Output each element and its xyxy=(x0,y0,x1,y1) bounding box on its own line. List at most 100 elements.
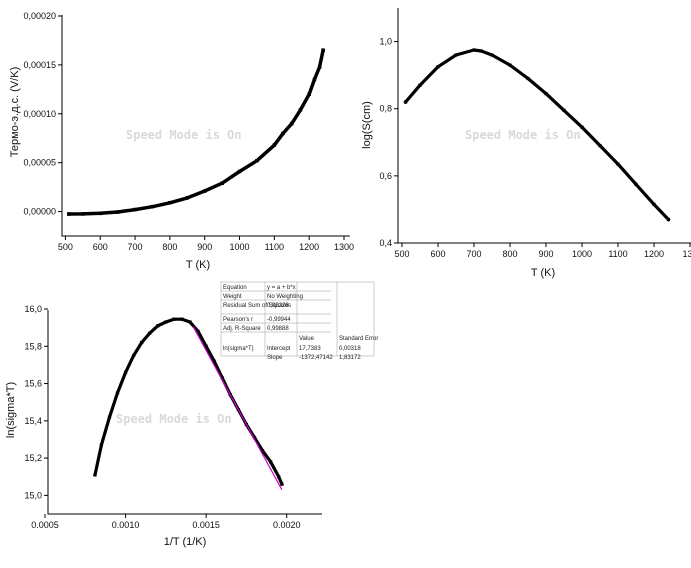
x-tick-label: 1000 xyxy=(572,249,592,259)
y-tick-label: 1,0 xyxy=(379,37,392,47)
table-column-header: Value xyxy=(299,336,315,342)
table-cell: 0,00318 xyxy=(339,346,361,352)
data-point xyxy=(124,370,128,374)
x-tick-label: 1200 xyxy=(644,249,664,259)
table-cell-value: 0,99888 xyxy=(267,326,289,332)
watermark: Speed Mode is On xyxy=(465,128,581,142)
x-tick-label: 1100 xyxy=(608,249,627,259)
y-tick-label: 0,00020 xyxy=(23,11,56,21)
data-point xyxy=(454,53,458,57)
x-axis-title: T (K) xyxy=(186,259,210,271)
data-point xyxy=(277,475,281,479)
data-point xyxy=(67,212,71,216)
data-point xyxy=(132,354,136,358)
chart-thermo-emf: Speed Mode is On 500 600 700 800 900 1000 1100… xyxy=(9,11,354,271)
data-point xyxy=(188,320,192,324)
data-point xyxy=(307,92,311,96)
data-point xyxy=(634,182,638,186)
table-cell-value: No Weighting xyxy=(267,294,303,300)
table-column-header: Standard Error xyxy=(339,336,378,342)
axis-frame xyxy=(61,15,350,237)
data-point xyxy=(98,211,102,216)
y-tick-label: 15,0 xyxy=(24,490,42,500)
table-cell-label: Pearson's r xyxy=(223,317,253,323)
x-tick-label: 700 xyxy=(128,242,143,252)
watermark: Speed Mode is On xyxy=(116,412,232,426)
y-axis-title: ln(sigma*T) xyxy=(5,382,17,438)
data-series xyxy=(93,317,284,487)
data-point xyxy=(133,207,137,212)
data-point xyxy=(260,449,265,453)
data-point xyxy=(196,329,200,333)
data-point xyxy=(237,169,242,174)
table-background xyxy=(220,281,375,357)
data-point xyxy=(404,100,408,104)
y-tick-label: 0,00015 xyxy=(23,60,56,70)
data-point xyxy=(580,125,584,129)
table-cell-label: Weight xyxy=(223,294,242,300)
data-point xyxy=(479,49,483,53)
x-tick-label: 600 xyxy=(93,242,108,252)
data-point xyxy=(272,143,277,147)
x-tick-label: 500 xyxy=(58,242,73,252)
data-series xyxy=(403,48,671,222)
x-axis-ticks: 0.0005 0.0010 0.0015 0.0020 xyxy=(31,514,300,530)
y-tick-label: 16,0 xyxy=(24,304,42,314)
table-rows: Equation y = a + b*x Weight No Weighting Res… xyxy=(223,285,378,361)
y-tick-label: 15,8 xyxy=(24,341,42,351)
x-tick-label: 130 xyxy=(682,249,691,259)
data-point xyxy=(616,162,620,166)
data-point xyxy=(203,189,207,193)
data-point xyxy=(544,92,548,96)
data-point xyxy=(115,391,120,395)
y-axis-title: log(S(cm) xyxy=(361,101,373,149)
data-point xyxy=(562,108,566,112)
data-point xyxy=(180,317,184,321)
data-point xyxy=(269,460,273,464)
y-axis-ticks: 0,00000 0,00005 0,00010 0,00015 0,00020 xyxy=(23,11,62,217)
x-tick-label: 0.0005 xyxy=(31,520,59,530)
data-point xyxy=(490,53,494,57)
y-tick-label: 0,8 xyxy=(379,104,392,114)
fit-results-table: Equation y = a + b*x Weight No Weighting Res… xyxy=(220,281,378,361)
x-axis-title: T (K) xyxy=(531,267,555,279)
data-point xyxy=(204,344,208,348)
data-point xyxy=(220,181,224,185)
x-tick-label: 800 xyxy=(502,249,517,259)
x-tick-label: 500 xyxy=(394,249,409,259)
table-cell: 17,7383 xyxy=(299,346,321,352)
data-point xyxy=(168,201,172,205)
y-tick-label: 0,4 xyxy=(379,238,392,248)
y-tick-label: 0,00000 xyxy=(23,207,56,217)
data-point xyxy=(418,83,422,87)
y-axis-ticks: 0,4 0,6 0,8 1,0 xyxy=(379,37,398,248)
data-series xyxy=(67,48,326,216)
x-tick-label: 800 xyxy=(162,242,177,252)
x-tick-label: 1100 xyxy=(265,242,284,252)
data-point xyxy=(156,324,160,328)
x-tick-label: 1300 xyxy=(334,242,354,252)
x-tick-label: 0.0015 xyxy=(192,520,220,530)
x-tick-label: 1200 xyxy=(299,242,319,252)
y-tick-label: 15,6 xyxy=(24,379,42,389)
data-point xyxy=(99,443,103,447)
data-point xyxy=(185,196,189,200)
data-point xyxy=(81,212,85,216)
x-tick-label: 1000 xyxy=(230,242,250,252)
x-tick-label: 900 xyxy=(197,242,212,252)
y-tick-label: 15,4 xyxy=(24,416,42,426)
y-axis-title: Термо-э.д.с. (V/K) xyxy=(9,67,21,158)
table-cell-label: Adj. R-Square xyxy=(223,326,261,332)
data-point xyxy=(212,359,216,363)
x-axis-ticks: 500 600 700 800 900 1000 1100 1200 130 xyxy=(394,243,691,259)
data-point xyxy=(312,77,317,82)
data-point xyxy=(220,376,224,380)
chart-log-conductivity: Speed Mode is On 500 600 700 800 900 1000 1100… xyxy=(361,8,691,279)
data-point xyxy=(93,473,97,477)
table-cell-value: 0,02228 xyxy=(267,303,289,309)
y-tick-label: 15,2 xyxy=(24,453,42,463)
data-point xyxy=(508,63,512,67)
table-grid xyxy=(221,282,338,356)
axis-frame xyxy=(397,8,691,244)
